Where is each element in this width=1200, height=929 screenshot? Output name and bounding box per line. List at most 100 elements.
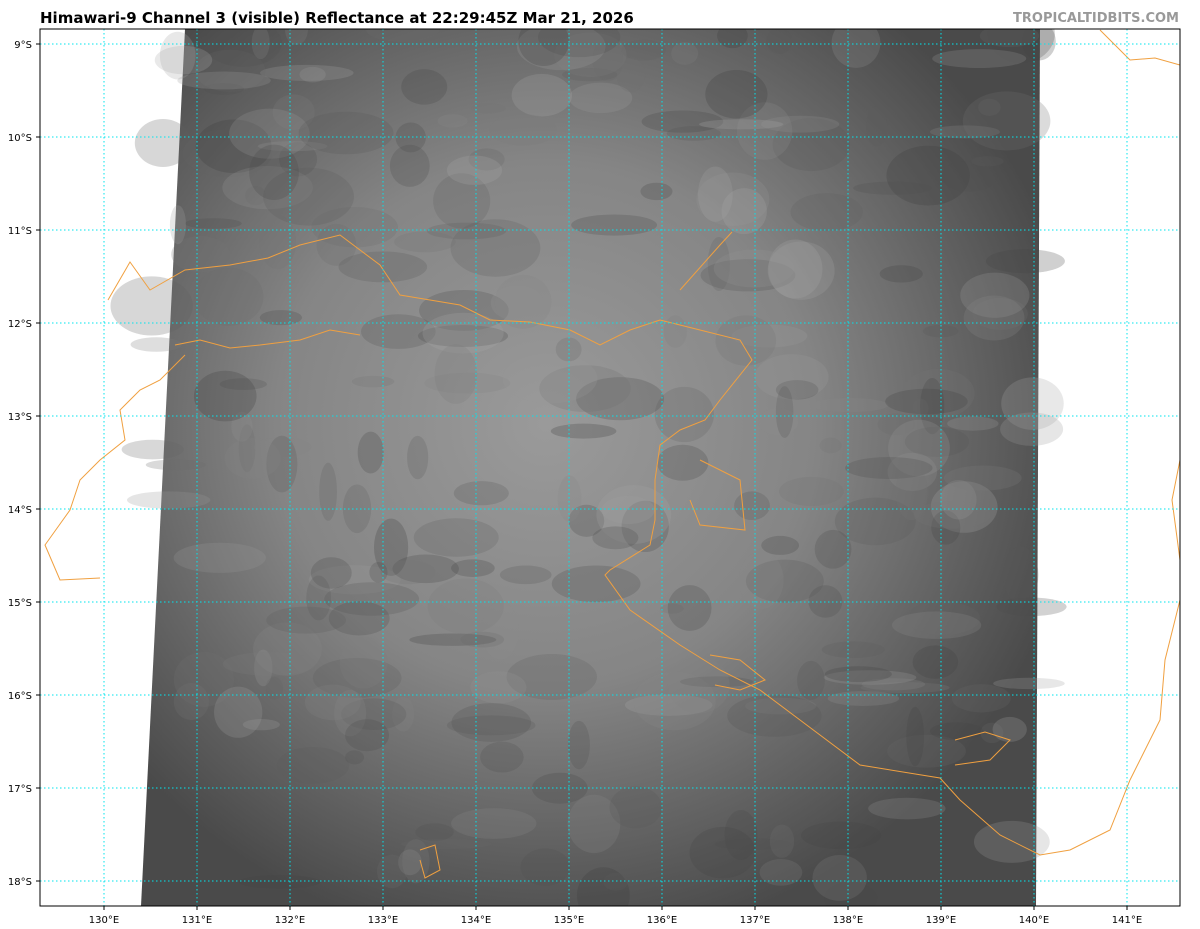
cloud-patch: [790, 193, 863, 232]
cloud-patch: [930, 125, 1000, 139]
cloud-patch: [689, 826, 756, 879]
cloud-patch: [298, 111, 394, 155]
cloud-patch: [422, 312, 504, 354]
cloud-patch: [506, 654, 597, 700]
cloud-patch: [402, 839, 430, 884]
cloud-patch: [110, 276, 193, 336]
coastline: [1171, 459, 1180, 561]
lon-label: 138°E: [833, 915, 863, 926]
cloud-patch: [204, 29, 282, 67]
cloud-patch: [758, 408, 799, 436]
cloud-patch: [734, 491, 770, 521]
cloud-patch: [980, 722, 1004, 744]
cloud-patch: [576, 867, 630, 906]
cloud-patch: [437, 114, 468, 128]
cloud-patch: [417, 325, 509, 347]
cloud-patch: [930, 481, 998, 533]
cloud-patch: [494, 274, 552, 329]
cloud-patch: [214, 686, 263, 738]
cloud-patch: [489, 114, 557, 146]
cloud-patch: [193, 370, 257, 422]
cloud-patch: [341, 698, 407, 731]
cloud-patch: [238, 424, 256, 473]
cloud-patch: [986, 249, 1065, 274]
cloud-patch: [538, 29, 621, 58]
cloud-patch: [951, 684, 1011, 713]
cloud-patch: [886, 145, 970, 206]
cloud-patch: [254, 649, 273, 687]
cloud-patch: [891, 611, 982, 639]
coastline: [679, 231, 733, 291]
cloud-patch: [451, 808, 537, 839]
cloud-patch: [446, 155, 503, 185]
cloud-patch: [308, 565, 401, 595]
cloud-patch: [369, 561, 388, 583]
cloud-patch: [1001, 377, 1064, 430]
cloud-patch: [824, 882, 878, 906]
cloud-patch: [972, 297, 1028, 330]
lat-label: 14°S: [8, 505, 32, 516]
cloud-patch: [814, 529, 852, 569]
cloud-patch: [310, 557, 352, 589]
cloud-patch: [376, 854, 408, 889]
cloud-patch: [823, 670, 917, 685]
cloud-patch: [801, 821, 882, 850]
lon-label: 140°E: [1019, 915, 1049, 926]
cloud-patch: [184, 218, 242, 229]
cloud-patch: [434, 344, 478, 404]
lat-label: 16°S: [8, 691, 32, 702]
cloud-patch: [601, 495, 655, 525]
cloud-patch: [667, 657, 730, 714]
cloud-patch: [885, 388, 968, 415]
cloud-patch: [831, 29, 881, 68]
cloud-patch: [339, 636, 388, 689]
cloud-patch: [531, 772, 588, 804]
lon-label: 130°E: [89, 915, 119, 926]
cloud-patch: [861, 678, 926, 691]
cloud-patch: [973, 820, 1050, 863]
cloud-patch: [772, 118, 850, 172]
cloud-patch: [1000, 412, 1064, 446]
cloud-patch: [516, 29, 606, 71]
cloud-patch: [766, 29, 793, 54]
cloud-patch: [328, 601, 390, 636]
coastline: [419, 844, 441, 879]
cloud-patch: [978, 98, 1001, 116]
watermark: TROPICALTIDBITS.COM: [1013, 11, 1179, 26]
cloud-patch: [424, 372, 511, 394]
cloud-patch: [671, 42, 699, 65]
map-title: Himawari-9 Channel 3 (visible) Reflectan…: [40, 9, 634, 27]
cloud-patch: [902, 368, 975, 419]
cloud-patch: [306, 575, 332, 621]
cloud-patch: [451, 703, 532, 742]
cloud-patch: [266, 606, 346, 634]
cloud-patch: [912, 398, 929, 419]
cloud-patch: [357, 431, 384, 474]
cloud-patch: [316, 223, 357, 266]
cloud-patch: [272, 94, 315, 130]
cloud-patch: [943, 465, 1022, 491]
cloud-patch: [657, 444, 709, 481]
cloud-patch: [395, 122, 426, 153]
cloud-patch: [641, 110, 724, 133]
cloud-patch: [922, 324, 959, 338]
cloud-patch: [481, 601, 519, 660]
cloud-patch: [319, 462, 337, 521]
cloud-patch: [768, 239, 823, 299]
cloud-patch: [173, 542, 266, 573]
cloud-patch: [987, 29, 1055, 63]
cloud-patch: [285, 29, 308, 45]
cloud-patch: [518, 29, 569, 66]
cloud-patch: [499, 565, 552, 585]
cloud-patch: [811, 397, 889, 413]
cloud-patch: [696, 172, 770, 227]
cloud-patch: [224, 438, 281, 479]
cloud-patch: [616, 58, 646, 93]
cloud-patch: [609, 786, 663, 829]
cloud-patch: [427, 578, 504, 634]
cloud-patch: [231, 411, 253, 442]
cloud-patch: [963, 295, 1025, 341]
lon-label: 137°E: [740, 915, 770, 926]
cloud-patch: [940, 160, 998, 192]
